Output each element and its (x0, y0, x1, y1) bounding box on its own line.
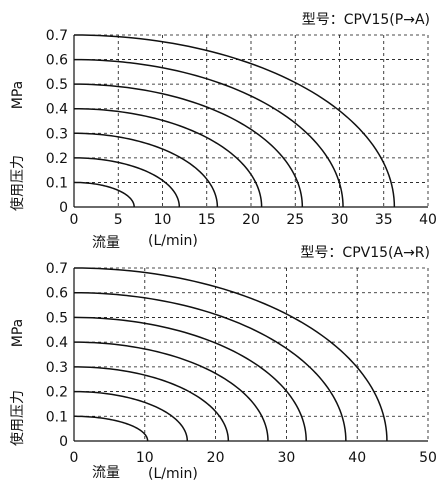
x-tick-label: 10 (136, 450, 154, 466)
pressure-curve-0.1 (73, 181, 135, 208)
y-tick-label: 0.4 (46, 335, 68, 351)
pressure-curve-0.6 (73, 291, 347, 442)
y-tick-label: 0.4 (46, 102, 68, 118)
pressure-curve-0.3 (73, 366, 230, 442)
y-tick-label: 0.6 (46, 286, 68, 302)
x-axis-unit: (L/min) (148, 466, 198, 481)
y-tick-label: 0.1 (46, 175, 68, 191)
pressure-curve-0.4 (73, 341, 269, 442)
y-axis-unit: MPa (10, 319, 26, 347)
pressure-curve-0.1 (74, 415, 149, 442)
x-tick-label: 30 (277, 450, 295, 466)
x-tick-label: 20 (207, 450, 225, 466)
x-tick-label: 25 (286, 212, 304, 228)
y-tick-label: 0 (59, 434, 68, 450)
pressure-curve-0.5 (73, 316, 307, 442)
x-tick-label: 30 (331, 212, 349, 228)
pressure-curve-0.7 (73, 267, 388, 442)
y-tick-label: 0.3 (46, 126, 68, 142)
pressure-curve-0.5 (73, 83, 304, 208)
y-tick-label: 0.7 (46, 261, 68, 277)
x-tick-label: 20 (242, 212, 260, 228)
y-tick-label: 0.5 (46, 77, 68, 93)
y-tick-label: 0.2 (46, 385, 68, 401)
pressure-curve-0.7 (73, 34, 396, 208)
x-tick-label: 50 (419, 450, 437, 466)
x-tick-label: 10 (154, 212, 172, 228)
y-tick-label: 0.2 (46, 151, 68, 167)
x-tick-label: 5 (114, 212, 123, 228)
x-axis-label: 流量 (92, 235, 120, 251)
chart-title: 型号：CPV15(A→R) (300, 245, 430, 261)
pressure-curve-0.6 (73, 58, 344, 208)
y-tick-label: 0.1 (46, 409, 68, 425)
y-axis-label: 使用压力 (9, 390, 26, 446)
y-axis-unit: MPa (10, 81, 26, 109)
x-tick-label: 15 (198, 212, 216, 228)
pressure-curve-0.3 (73, 132, 219, 208)
chart-title: 型号：CPV15(P→A) (302, 12, 430, 28)
x-tick-label: 40 (419, 212, 437, 228)
chart-1: 0 0.1 0.2 0.3 0.4 0.5 0.6 0.7 0 5 10 15 20 25 30 35 40 型号… (9, 12, 437, 251)
y-tick-label: 0.6 (46, 53, 68, 69)
x-axis-unit: (L/min) (148, 233, 198, 249)
x-tick-label: 0 (70, 212, 79, 228)
x-tick-label: 0 (70, 450, 79, 466)
y-tick-label: 0.7 (46, 28, 68, 44)
chart-2: 0 0.1 0.2 0.3 0.4 0.5 0.6 0.7 0 10 20 30 40 50 型号：CPV1… (9, 245, 437, 481)
x-tick-label: 40 (348, 450, 366, 466)
pressure-curve-0.4 (73, 107, 263, 208)
x-tick-label: 35 (375, 212, 393, 228)
pressure-curve-0.2 (73, 390, 189, 442)
y-tick-label: 0.3 (46, 360, 68, 376)
y-tick-label: 0.5 (46, 310, 68, 326)
x-axis-label: 流量 (92, 465, 120, 481)
y-tick-label: 0 (59, 200, 68, 216)
y-axis-label: 使用压力 (9, 155, 26, 211)
pressure-curve-0.2 (73, 157, 181, 208)
